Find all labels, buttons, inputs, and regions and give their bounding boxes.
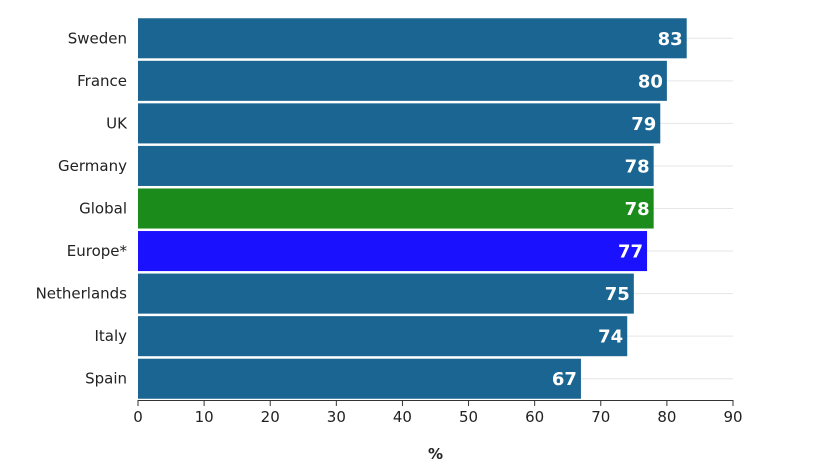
category-label-europe: Europe* xyxy=(67,242,128,260)
value-label-germany: 78 xyxy=(625,156,650,177)
category-label-global: Global xyxy=(79,200,127,218)
x-tick-label: 80 xyxy=(657,408,676,426)
category-label-italy: Italy xyxy=(94,327,127,345)
category-label-spain: Spain xyxy=(85,370,127,388)
value-label-europe: 77 xyxy=(618,242,643,263)
category-label-germany: Germany xyxy=(58,157,127,175)
bars xyxy=(138,18,687,399)
value-label-italy: 74 xyxy=(598,327,623,348)
bar-uk xyxy=(138,103,661,144)
x-tick-label: 0 xyxy=(133,408,143,426)
value-label-sweden: 83 xyxy=(658,29,683,50)
category-label-netherlands: Netherlands xyxy=(36,285,128,303)
x-axis-ticks: 0 10 20 30 40 50 60 70 80 90 xyxy=(133,400,743,426)
category-label-uk: UK xyxy=(106,114,128,132)
x-tick-label: 50 xyxy=(459,408,478,426)
value-label-netherlands: 75 xyxy=(605,284,630,305)
bar-netherlands xyxy=(138,273,634,314)
bar-sweden xyxy=(138,18,687,59)
category-label-france: France xyxy=(77,72,127,90)
value-label-france: 80 xyxy=(638,71,663,92)
value-label-spain: 67 xyxy=(552,369,577,390)
x-tick-label: 70 xyxy=(591,408,610,426)
x-tick-label: 10 xyxy=(195,408,214,426)
bar-germany xyxy=(138,145,654,186)
value-label-uk: 79 xyxy=(631,114,656,135)
value-labels: 83 80 79 78 78 77 75 74 67 xyxy=(552,29,683,390)
bar-global xyxy=(138,188,654,229)
bar-spain xyxy=(138,358,581,399)
category-label-sweden: Sweden xyxy=(68,29,127,47)
x-tick-label: 30 xyxy=(327,408,346,426)
bar-europe xyxy=(138,231,648,272)
bar-italy xyxy=(138,316,628,357)
x-tick-label: 20 xyxy=(261,408,280,426)
x-axis-title: % xyxy=(428,445,443,463)
x-tick-label: 40 xyxy=(393,408,412,426)
value-label-global: 78 xyxy=(625,199,650,220)
x-tick-label: 60 xyxy=(525,408,544,426)
category-labels: Sweden France UK Germany Global Europe* Nether… xyxy=(36,29,129,387)
x-tick-label: 90 xyxy=(723,408,742,426)
bar-france xyxy=(138,60,667,101)
